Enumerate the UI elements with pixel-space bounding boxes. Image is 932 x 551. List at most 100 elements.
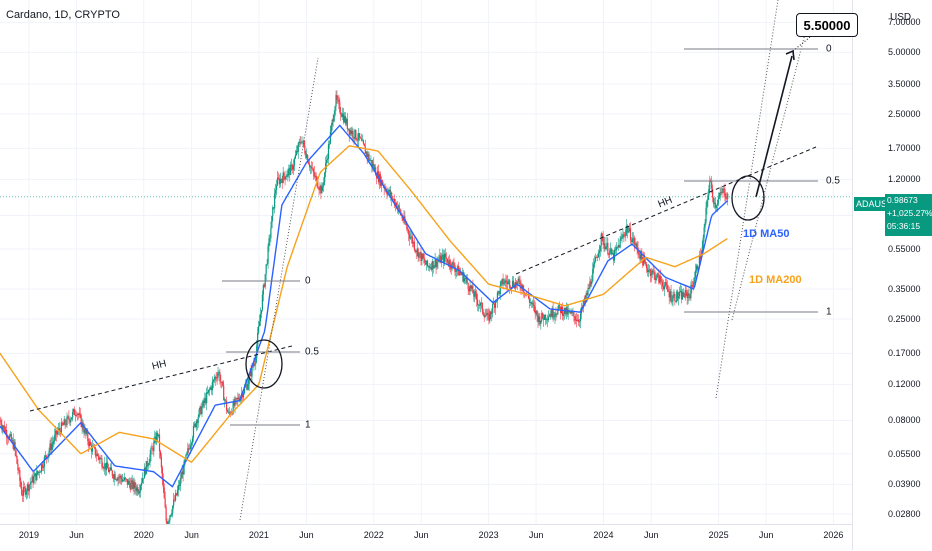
candle-body [504,280,506,284]
x-tick-label: 2023 [478,530,499,540]
candle-body [221,381,223,383]
x-tick-label: Jun [414,530,429,540]
x-tick-label: 2020 [133,530,154,540]
candle-body [114,474,116,480]
candle-body [271,215,273,229]
candle-body [704,222,706,228]
candle-body [619,239,621,248]
candle-body [601,233,603,237]
candle-body [551,308,553,317]
candle-body [218,372,220,374]
candle-body [72,411,74,418]
candle-body [270,228,272,238]
candle-body [545,319,548,321]
candle-body [211,381,213,390]
candle-body [217,372,219,378]
candle-body [117,477,119,481]
candle-body [529,302,532,303]
candle-body [537,314,539,323]
candle-body [682,292,684,297]
candle-body [196,420,198,424]
candle-body [9,434,11,436]
candle-body [274,193,276,209]
candle-body [408,229,410,235]
candle-body [100,458,102,459]
candle-body [257,332,259,346]
candle-body [523,291,525,293]
x-axis[interactable] [0,524,852,551]
candle-body [115,479,117,481]
candle-body [286,175,288,177]
candle-body [146,461,148,467]
candle-body [490,311,492,314]
y-tick-label: 0.03900 [888,479,921,490]
candle-body [575,319,577,321]
candle-body [326,158,329,161]
candle-body [662,286,665,290]
candle-body [210,387,213,390]
candle-body [269,237,271,239]
candle-body [209,387,212,390]
candle-body [23,487,26,489]
candle-body [429,267,432,268]
candle-body [449,260,451,267]
x-tick-label: Jun [299,530,314,540]
candle-body [172,505,174,514]
candle-body [502,278,504,285]
candle-body [420,252,422,261]
candle-body [236,398,238,400]
candle-body [406,224,408,229]
candle-body [405,222,407,225]
candle-body [152,447,154,452]
candle-body [505,280,507,283]
candle-body [488,313,490,321]
candle-body [171,513,173,515]
candle-body [457,266,459,270]
candle-body [724,188,726,198]
candle-body [446,258,448,263]
candle-body [272,207,274,216]
circle-marker-2024 [731,175,765,221]
candle-body [683,296,685,298]
candle-body [605,246,607,250]
candle-body [341,114,343,117]
candle-body [615,247,617,251]
candle-body [135,487,137,492]
price-change: +1,025.27% [887,208,932,218]
candle-body [530,302,532,304]
candle-body [542,313,544,318]
candle-body [635,243,637,245]
y-tick-label: 2.50000 [888,109,921,120]
candle-body [623,234,625,236]
candle-body [258,326,260,333]
candle-body [2,426,4,429]
candle-body [462,272,465,282]
candle-body [294,155,297,159]
candle-body [207,389,210,393]
candle-body [80,415,82,427]
y-axis[interactable] [852,0,932,550]
candle-body [644,257,646,262]
ma200-label: 1D MA200 [749,274,802,286]
candle-body [337,99,339,101]
candle-body [104,463,106,469]
candle-body [611,248,613,255]
candle-body [616,246,618,248]
currency-label[interactable]: USD [890,12,912,23]
candle-body [375,167,377,176]
candle-body [225,400,228,411]
candle-body [342,113,345,123]
projection-arrow [755,55,793,198]
candle-body [651,270,653,274]
candle-body [207,392,209,393]
candle-body [409,234,411,239]
candle-body [284,176,286,180]
candle-body [195,420,197,427]
candle-body [331,119,333,126]
candle-body [44,455,46,458]
candle-body [242,393,245,398]
candle-body [254,363,256,365]
candle-body [630,240,633,242]
candle-body [138,492,140,494]
